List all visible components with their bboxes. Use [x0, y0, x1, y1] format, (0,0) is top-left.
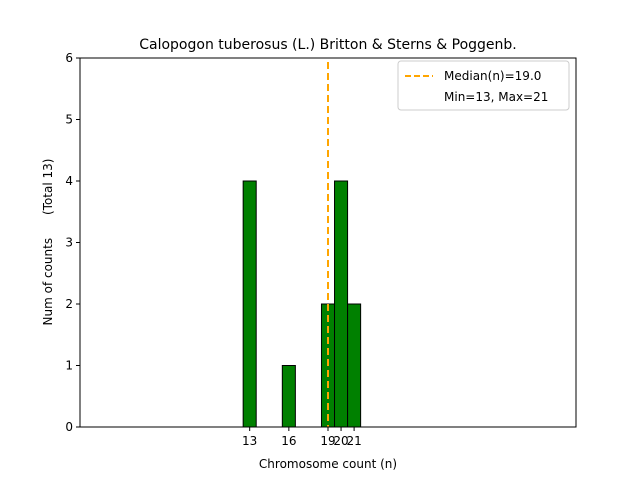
bar-16 [281, 365, 296, 428]
bar-20 [334, 180, 349, 428]
y-tick-label-3: 3 [65, 236, 73, 250]
bar-21 [347, 303, 362, 428]
y-axis-label: Num of counts (Total 13) [41, 159, 55, 326]
y-tick-label-5: 5 [65, 113, 73, 127]
y-tick-label-4: 4 [65, 174, 73, 188]
legend: Median(n)=19.0 Min=13, Max=21 [397, 60, 570, 111]
y-tick-label-6: 6 [65, 51, 73, 65]
legend-box [397, 60, 570, 111]
chart-title: Calopogon tuberosus (L.) Britton & Stern… [139, 37, 517, 53]
y-tick-label-0: 0 [65, 420, 73, 434]
x-tick-label-21: 21 [346, 434, 361, 448]
legend-entry-minmax: Min=13, Max=21 [444, 90, 548, 104]
legend-entry-median: Median(n)=19.0 [444, 69, 541, 83]
x-tick-label-20: 20 [333, 434, 348, 448]
y-tick-label-2: 2 [65, 297, 73, 311]
bar-13 [242, 180, 257, 428]
x-tick-label-16: 16 [281, 434, 296, 448]
y-tick-label-1: 1 [65, 359, 73, 373]
x-tick-label-19: 19 [320, 434, 335, 448]
x-axis-label: Chromosome count (n) [259, 457, 397, 471]
x-tick-label-13: 13 [242, 434, 257, 448]
